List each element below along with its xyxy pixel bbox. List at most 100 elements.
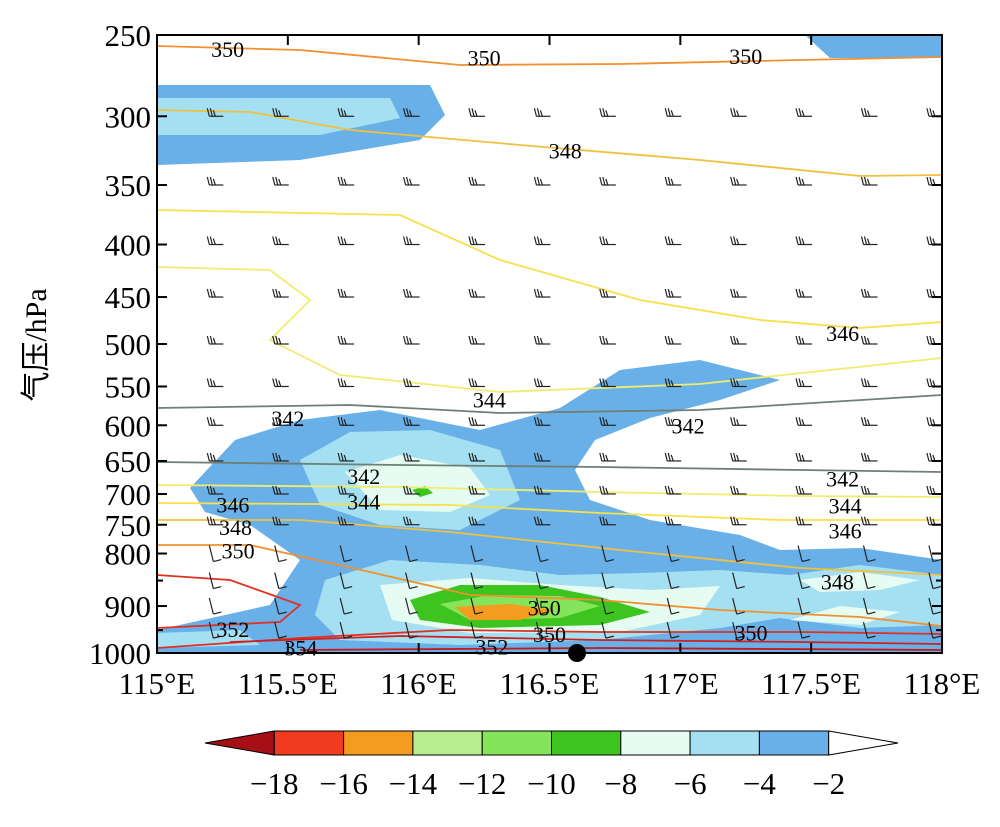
svg-text:350: 350: [533, 622, 566, 647]
wind-barb: [797, 572, 811, 590]
contour-label: 344: [473, 387, 506, 412]
y-tick-label: 900: [105, 589, 152, 624]
contour-label: 344: [347, 490, 380, 515]
contour-label: 350: [729, 44, 762, 69]
wind-barb: [272, 335, 289, 345]
wind-barb: [795, 176, 813, 186]
contour-label: 350: [533, 622, 566, 647]
wind-barb: [666, 572, 680, 590]
contour-344: [157, 266, 942, 393]
wind-barb: [862, 597, 876, 615]
x-tick-label: 115.5°E: [238, 666, 338, 701]
y-tick-label: 600: [105, 408, 152, 443]
wind-barb: [730, 378, 747, 388]
wind-barb: [403, 417, 420, 426]
y-tick-label: 400: [105, 228, 152, 263]
wind-barb: [599, 378, 616, 388]
wind-barb: [535, 572, 549, 590]
wind-barb: [664, 335, 682, 345]
svg-text:342: 342: [347, 464, 380, 489]
wind-barb: [337, 516, 355, 526]
wind-barb: [730, 108, 747, 117]
wind-barb: [797, 597, 811, 615]
wind-barb: [795, 288, 813, 298]
wind-barb: [533, 288, 551, 298]
wind-barb: [666, 597, 680, 615]
wind-barb: [470, 572, 484, 590]
wind-barb: [928, 545, 942, 563]
wind-barb: [795, 335, 813, 345]
y-tick-label: 1000: [89, 636, 151, 671]
wind-barb: [272, 485, 289, 495]
colorbar-tick-label: −14: [389, 766, 438, 801]
wind-barb: [599, 288, 616, 298]
wind-barb: [337, 452, 355, 462]
station-marker: [568, 644, 586, 662]
wind-barb: [599, 485, 616, 495]
wind-barb: [795, 378, 813, 388]
wind-barb: [208, 597, 222, 615]
wind-barb: [206, 335, 224, 345]
wind-barb: [533, 485, 551, 495]
wind-barb: [730, 236, 747, 246]
y-axis-label: 气压/hPa: [20, 288, 53, 401]
wind-barb: [795, 516, 813, 526]
svg-text:352: 352: [475, 634, 508, 659]
wind-barb: [535, 597, 549, 615]
wind-barb: [272, 236, 289, 246]
wind-barb: [730, 176, 747, 186]
x-axis: 115°E 115.5°E 116°E 116.5°E 117°E 117.5°E 118°…: [119, 35, 980, 701]
wind-barb: [535, 621, 549, 639]
wind-barb: [272, 108, 289, 117]
x-tick-label: 117°E: [642, 666, 719, 701]
wind-barb: [599, 335, 616, 345]
wind-barb: [405, 597, 418, 615]
shade-region: [800, 572, 920, 592]
wind-barb: [928, 572, 942, 590]
colorbar-tick-label: −2: [812, 766, 845, 801]
colorbar-tick-label: −8: [604, 766, 637, 801]
wind-barb: [337, 176, 355, 186]
contour-label: 348: [219, 515, 252, 540]
wind-barb: [664, 176, 682, 186]
wind-barb: [274, 597, 287, 615]
wind-barb: [272, 176, 289, 186]
colorbar-tick-label: −10: [527, 766, 575, 801]
wind-barb: [860, 176, 878, 186]
wind-barb: [666, 621, 680, 639]
wind-barb: [339, 572, 353, 590]
wind-barb: [272, 288, 289, 298]
wind-barb: [664, 452, 682, 462]
wind-barb: [274, 545, 287, 563]
wind-barb: [274, 621, 287, 639]
colorbar-tick-label: −18: [250, 766, 298, 801]
contour-342: [157, 461, 942, 473]
wind-barb: [206, 452, 224, 462]
svg-text:344: 344: [347, 490, 380, 515]
colorbar-segment: [620, 730, 691, 756]
colorbar: −18 −16 −14 −12 −10 −8 −6 −4 −2: [204, 730, 899, 801]
wind-barb: [272, 417, 289, 426]
wind-barb: [730, 485, 747, 495]
colorbar-tick-label: −12: [458, 766, 506, 801]
wind-barb: [797, 621, 811, 639]
wind-barb: [403, 288, 420, 298]
svg-text:350: 350: [222, 539, 255, 564]
svg-text:344: 344: [473, 387, 506, 412]
wind-barb: [601, 545, 614, 563]
wind-barb: [468, 288, 485, 298]
wind-barb: [664, 108, 682, 117]
wind-barb: [795, 108, 813, 117]
contour-344: [157, 484, 942, 498]
svg-text:354: 354: [284, 636, 317, 661]
wind-barbs: [206, 108, 942, 639]
colorbar-extend-high: [828, 730, 899, 756]
wind-barb: [860, 288, 878, 298]
y-tick-label: 700: [105, 477, 152, 512]
svg-text:348: 348: [219, 515, 252, 540]
svg-text:346: 346: [826, 321, 859, 346]
svg-text:346: 346: [829, 519, 862, 544]
wind-barb: [206, 378, 224, 388]
